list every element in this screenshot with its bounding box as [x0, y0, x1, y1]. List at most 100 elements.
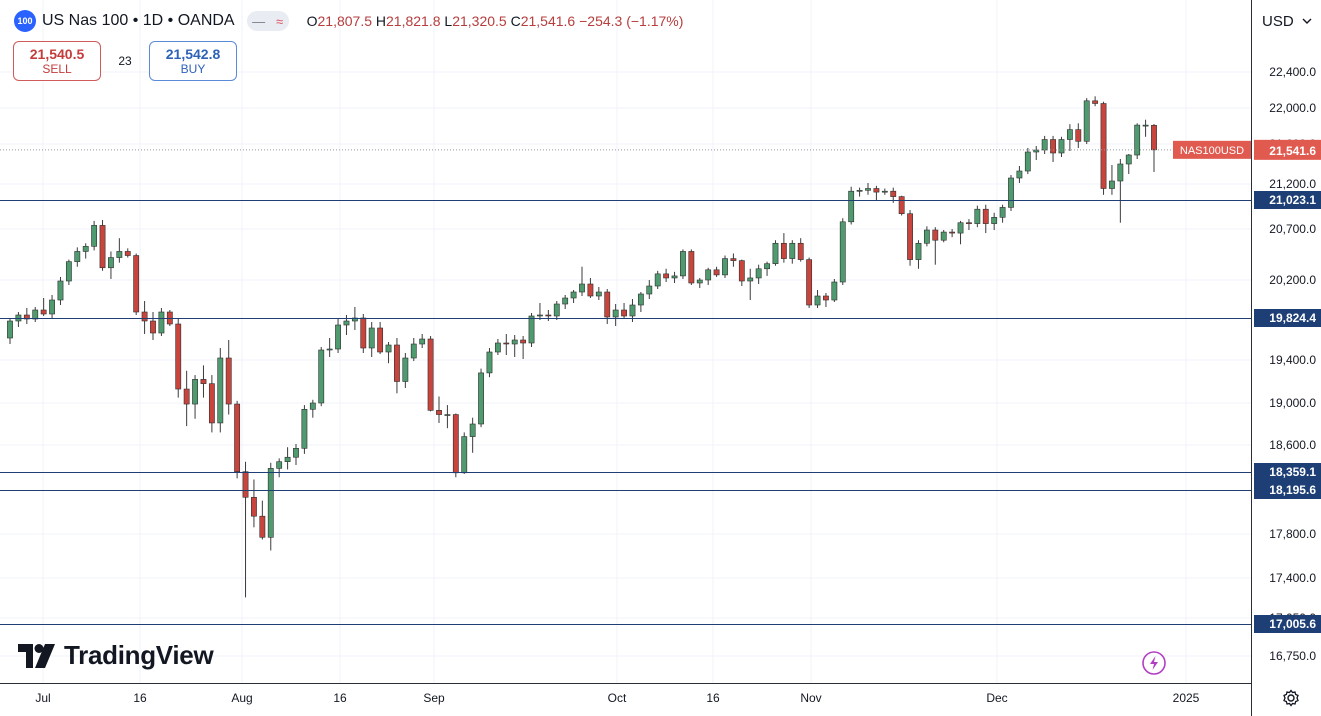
candle-body: [133, 255, 140, 313]
price-axis-panel: [1251, 0, 1321, 716]
candle-body: [940, 231, 947, 241]
x-tick-label: Oct: [608, 691, 627, 705]
x-tick-label: 16: [133, 691, 147, 705]
candle-body: [999, 207, 1006, 218]
last-price-badge: [1254, 139, 1321, 160]
buy-button[interactable]: 21,542.8 BUY: [149, 41, 237, 81]
candle: [469, 417, 476, 453]
level-badge: [1254, 191, 1321, 209]
candle: [747, 268, 754, 300]
tradingview-logo[interactable]: TradingView: [18, 640, 214, 671]
candle-body: [957, 222, 964, 234]
candle-body: [671, 275, 678, 279]
candle-body: [545, 314, 552, 317]
lightning-icon[interactable]: [1141, 650, 1167, 676]
candle-body: [865, 188, 871, 191]
candle-body: [1151, 125, 1157, 151]
minus-icon: —: [252, 13, 266, 29]
candle-body: [486, 351, 493, 374]
open-label: O: [306, 13, 318, 29]
ohlc-values: O21,807.5 H21,821.8 L21,320.5 C21,541.6 …: [307, 13, 684, 29]
candle-body: [966, 222, 972, 224]
candle: [242, 461, 249, 598]
currency-label: USD: [1262, 12, 1294, 30]
candle: [932, 227, 939, 265]
candle-body: [91, 225, 98, 247]
candle: [452, 413, 459, 478]
candle-body: [293, 448, 299, 458]
candle-body: [478, 372, 484, 425]
candle-body: [234, 403, 241, 472]
close-value: 21,541.6: [520, 13, 576, 29]
low-label: L: [444, 13, 453, 29]
candle-body: [360, 317, 367, 349]
candle-body: [200, 379, 207, 384]
candle-body: [444, 414, 451, 416]
candle-body: [1109, 180, 1115, 189]
settings-gear-icon[interactable]: [1282, 689, 1300, 707]
candle-body: [124, 251, 131, 256]
candle: [949, 229, 956, 238]
x-tick-label: Nov: [800, 691, 821, 705]
candle-body: [898, 196, 905, 215]
level-label: 21,023.1: [1269, 193, 1316, 207]
candle: [898, 195, 905, 216]
candle-body: [217, 357, 224, 424]
candle-body: [494, 342, 501, 353]
candle: [654, 270, 661, 289]
candle: [326, 338, 333, 357]
x-tick-label: Dec: [986, 691, 1007, 705]
candlestick-series: [7, 96, 1157, 598]
close-label: C: [510, 13, 521, 29]
candle: [486, 348, 493, 378]
candle-body: [974, 208, 981, 224]
candle: [318, 347, 325, 407]
candle-body: [368, 327, 375, 349]
candle: [1041, 135, 1048, 154]
candle: [276, 458, 283, 478]
candle-body: [747, 277, 754, 282]
candle: [915, 240, 922, 269]
candle-body: [680, 251, 686, 277]
candle-body: [318, 349, 325, 404]
candle: [991, 212, 998, 231]
candle: [755, 264, 762, 284]
candle: [823, 293, 829, 307]
candle-body: [208, 383, 215, 424]
candle: [595, 287, 602, 300]
candle-body: [991, 217, 998, 224]
y-tick-label: 18,600.0: [1269, 438, 1316, 452]
level-label: 18,359.1: [1269, 465, 1316, 479]
brand-name: TradingView: [64, 640, 214, 670]
candle: [91, 220, 98, 251]
candle: [907, 210, 913, 266]
candle-body: [74, 251, 81, 262]
candle: [663, 268, 670, 282]
candle: [730, 253, 737, 267]
change-value: −254.3 (−1.17%): [579, 13, 684, 29]
candle: [385, 342, 392, 364]
candle-body: [907, 213, 913, 260]
candle: [738, 259, 745, 286]
sell-button[interactable]: 21,540.5 SELL: [13, 41, 101, 81]
candle: [410, 338, 417, 362]
candle-body: [251, 496, 257, 517]
symbol-title[interactable]: US Nas 100 • 1D • OANDA: [42, 12, 235, 29]
candle: [873, 185, 880, 201]
candle: [553, 301, 560, 320]
candle: [621, 303, 627, 318]
y-tick-label: 22,000.0: [1269, 101, 1316, 115]
currency-selector[interactable]: USD: [1256, 6, 1318, 36]
candle-body: [276, 461, 283, 469]
candle-body: [654, 273, 661, 287]
symbol-tag: [1173, 140, 1251, 159]
candle-body: [461, 436, 468, 474]
candle: [251, 479, 257, 528]
visibility-toggle[interactable]: — ≈: [246, 11, 289, 31]
candle: [116, 238, 123, 263]
candle: [175, 319, 182, 398]
candle-body: [520, 339, 527, 344]
candle-body: [343, 320, 350, 326]
